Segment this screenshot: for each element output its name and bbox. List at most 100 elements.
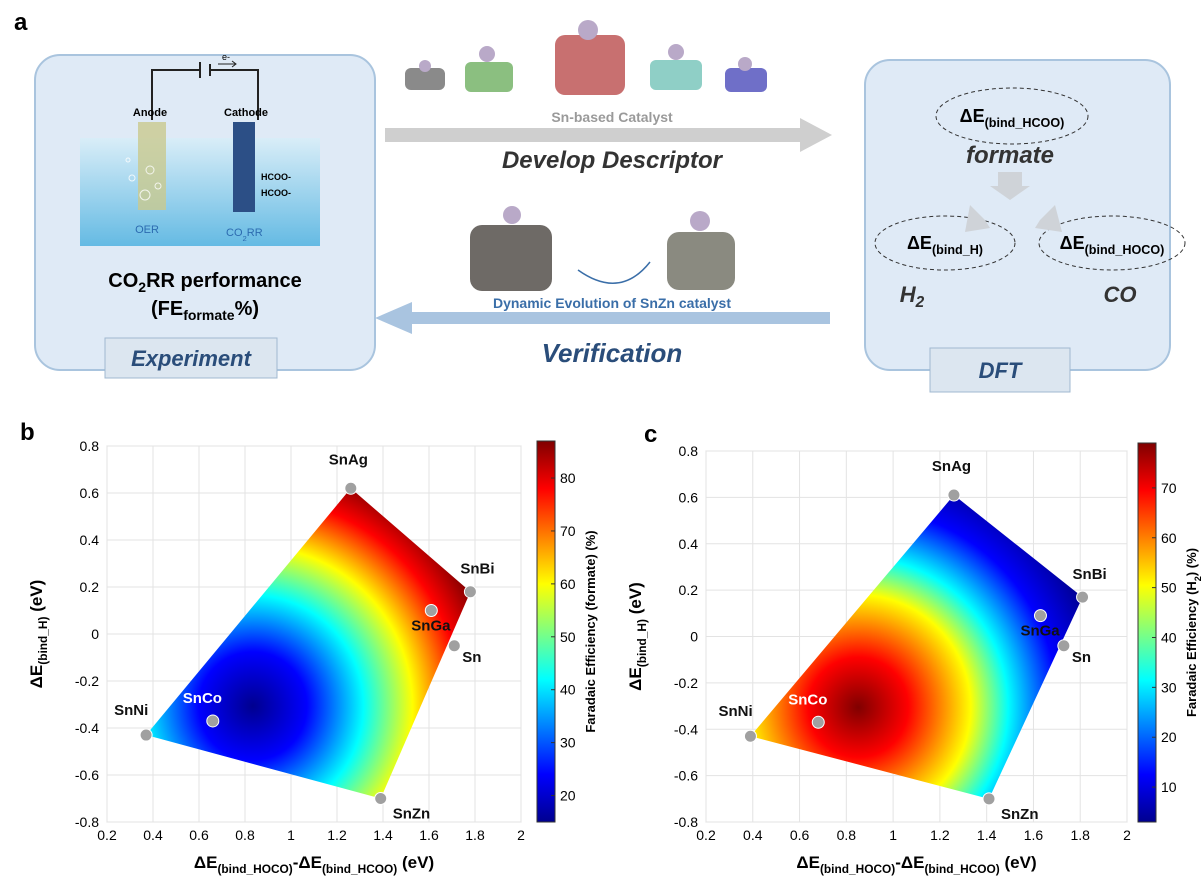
experiment-label: Experiment (131, 346, 252, 371)
x-tick-label: 2 (1123, 827, 1131, 843)
point-label: SnAg (329, 451, 368, 468)
colorbar-tick-label: 50 (1161, 580, 1177, 596)
colorbar-tick-label: 50 (560, 629, 576, 645)
point-label: SnCo (788, 691, 827, 708)
co-label: CO (1104, 282, 1137, 307)
x-tick-label: 0.2 (97, 827, 117, 843)
oer-label: OER (135, 224, 159, 236)
x-tick-label: 1.2 (930, 827, 950, 843)
point-label: SnGa (411, 618, 451, 635)
figure: a e- Anode Cathode HCOO- HCOO- OER CO2RR… (0, 0, 1204, 881)
catalyst-point (375, 793, 387, 805)
point-label: Sn (462, 649, 481, 666)
y-tick-label: -0.2 (674, 675, 698, 691)
text-part: ΔE (194, 853, 218, 872)
y-tick-label: 0.4 (679, 536, 699, 552)
colorbar-tick-label: 10 (1161, 779, 1177, 795)
y-tick-label: -0.4 (75, 720, 99, 736)
x-tick-label: 1.8 (465, 827, 485, 843)
subscript: (bind_HOCO) (1085, 243, 1165, 257)
y-tick-label: -0.6 (674, 768, 698, 784)
dft-box (865, 60, 1170, 370)
x-tick-label: 1.2 (327, 827, 347, 843)
y-axis-label: ΔE(bind_H) (eV) (626, 582, 649, 691)
y-tick-label: 0 (690, 629, 698, 645)
colorbar-tick-label: 60 (1161, 530, 1177, 546)
catalyst-point (812, 716, 824, 728)
subscript: formate (183, 307, 235, 323)
colorbar-label: Faradaic Efficiency (H2) (%) (1184, 548, 1203, 717)
x-tick-label: 0.4 (743, 827, 763, 843)
point-label: SnNi (114, 702, 148, 719)
x-axis-label: ΔE(bind_HOCO)-ΔE(bind_HCOO) (eV) (796, 853, 1036, 876)
subscript: (bind_H) (932, 243, 983, 257)
point-label: SnNi (718, 703, 752, 720)
panel-label: b (20, 419, 35, 446)
colorbar-tick-label: 40 (560, 682, 576, 698)
text-part: (eV) (1000, 853, 1037, 872)
text-part: ΔE (1060, 233, 1085, 253)
y-tick-label: 0.8 (80, 438, 100, 454)
performance-label: CO2RR performance (108, 270, 301, 295)
text-part: ΔE (626, 667, 645, 691)
descriptor-label: Develop Descriptor (502, 147, 724, 174)
subscript: 2 (915, 294, 925, 311)
colorbar-tick-label: 30 (560, 735, 576, 751)
y-tick-label: 0.2 (80, 579, 100, 595)
point-label: SnCo (183, 690, 222, 707)
subscript: (bind_H) (635, 619, 649, 667)
text-part: ) (%) (1184, 548, 1199, 576)
y-tick-label: 0.6 (80, 485, 100, 501)
catalyst-point (448, 640, 460, 652)
colorbar-tick-label: 30 (1161, 679, 1177, 695)
x-tick-label: 1.4 (977, 827, 997, 843)
y-tick-label: -0.2 (75, 673, 99, 689)
subscript: (bind_HCOO) (322, 862, 397, 876)
point-label: SnZn (1001, 806, 1039, 823)
catalyst-point (207, 715, 219, 727)
subscript: (bind_HOCO) (820, 862, 895, 876)
text-part: ΔE (796, 853, 820, 872)
text-part: ΔE (960, 106, 985, 126)
x-tick-label: 0.8 (235, 827, 255, 843)
x-tick-label: 0.6 (189, 827, 209, 843)
catalyst-point (983, 793, 995, 805)
colorbar-tick-label: 70 (560, 523, 576, 539)
panel-label: a (14, 9, 28, 36)
y-tick-label: -0.8 (75, 814, 99, 830)
catalyst-point (744, 730, 756, 742)
subscript: (bind_HOCO) (217, 862, 292, 876)
subscript: (bind_HCOO) (924, 862, 999, 876)
point-label: SnAg (932, 458, 971, 475)
evolution-label: Dynamic Evolution of SnZn catalyst (493, 295, 731, 311)
ion-label: HCOO- (261, 172, 291, 182)
text-part: -ΔE (895, 853, 924, 872)
catalyst-point (345, 482, 357, 494)
verification-label: Verification (542, 338, 683, 368)
text-part: CO (226, 227, 243, 239)
colorbar-label: Faradaic Efficiency (formate) (%) (583, 530, 598, 732)
x-tick-label: 0.6 (790, 827, 810, 843)
cathode (233, 122, 255, 212)
y-tick-label: -0.8 (674, 814, 698, 830)
point-label: SnGa (1020, 623, 1060, 640)
point-label: SnZn (393, 806, 431, 823)
colorbar-tick-label: 80 (560, 470, 576, 486)
text-part: CO (108, 270, 138, 292)
catalyst-point (1077, 591, 1089, 603)
catalyst-point (948, 489, 960, 501)
y-tick-label: -0.6 (75, 767, 99, 783)
text-part: (FE (151, 298, 183, 320)
y-tick-label: 0.4 (80, 532, 100, 548)
catalyst-point (140, 729, 152, 741)
cathode-label: Cathode (224, 107, 268, 119)
point-label: SnBi (1073, 566, 1107, 583)
colorbar-tick-label: 60 (560, 576, 576, 592)
colorbar (537, 441, 555, 822)
x-tick-label: 1.6 (419, 827, 439, 843)
point-label: Sn (1072, 649, 1091, 666)
point-label: SnBi (460, 561, 494, 578)
text-part: Faradaic Efficiency (H (1184, 581, 1199, 717)
x-tick-label: 0.4 (143, 827, 163, 843)
snzn-models (470, 206, 735, 291)
